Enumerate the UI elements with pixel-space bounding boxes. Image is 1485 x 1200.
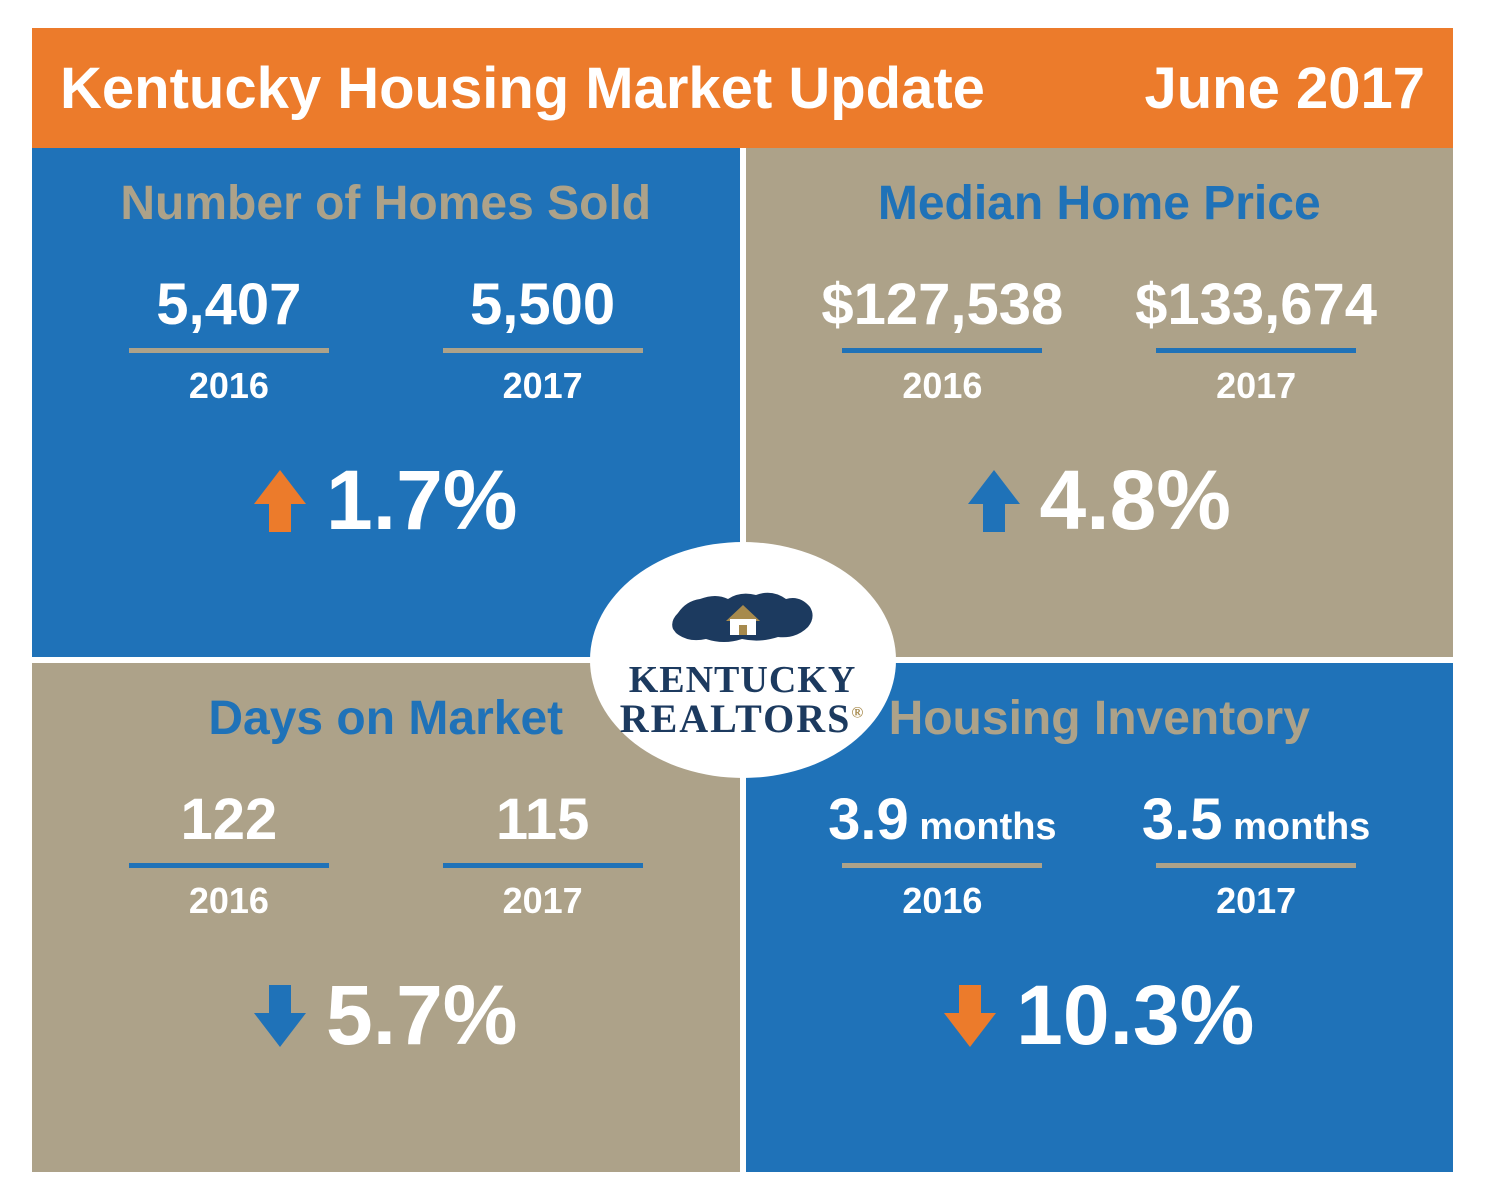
change-percent: 5.7% [326,967,517,1064]
stat: 122 2016 [109,786,349,922]
quad-title: Days on Market [208,691,563,746]
header-title: Kentucky Housing Market Update [60,55,985,122]
header-bar: Kentucky Housing Market Update June 2017 [32,28,1453,148]
stat: 115 2017 [423,786,663,922]
stat-year: 2017 [1216,365,1296,407]
badge-line1: KENTUCKY [620,661,866,699]
stat-value: 3.5 months [1142,786,1370,863]
stat-unit: months [909,806,1057,848]
stat-year: 2016 [902,880,982,922]
badge-text: KENTUCKY REALTORS® [620,661,866,739]
change-row: 1.7% [254,452,517,549]
stat: 5,500 2017 [423,271,663,407]
change-percent: 10.3% [1016,967,1254,1064]
stat-rule [129,863,329,868]
kentucky-state-icon [668,581,818,661]
stat: 3.9 months 2016 [822,786,1062,922]
stat-value: 115 [496,786,590,863]
stat-rule [443,348,643,353]
quad-title: Housing Inventory [889,691,1310,746]
stat-rule [842,863,1042,868]
stat-year: 2017 [503,880,583,922]
badge-line2: REALTORS® [620,699,866,739]
stat: 3.5 months 2017 [1136,786,1376,922]
stat: 5,407 2016 [109,271,349,407]
stat-pair: 122 2016 115 2017 [32,786,740,922]
stat-year: 2017 [503,365,583,407]
stat-rule [1156,348,1356,353]
stat-pair: 5,407 2016 5,500 2017 [32,271,740,407]
arrow-down-icon [254,985,306,1047]
stat-value: $133,674 [1135,271,1377,348]
infographic-frame: Kentucky Housing Market Update June 2017… [0,0,1485,1200]
stat-unit: months [1223,806,1371,848]
logo-badge: KENTUCKY REALTORS® [593,545,893,775]
stat-value: 122 [180,786,277,863]
stat-value: $127,538 [821,271,1063,348]
stat-year: 2017 [1216,880,1296,922]
stat-year: 2016 [189,365,269,407]
stat-value: 3.9 months [828,786,1056,863]
change-row: 4.8% [968,452,1231,549]
quad-title: Number of Homes Sold [120,176,651,231]
arrow-down-icon [944,985,996,1047]
stat-pair: 3.9 months 2016 3.5 months 2017 [746,786,1454,922]
change-row: 5.7% [254,967,517,1064]
quadrant-inventory: Housing Inventory 3.9 months 2016 3.5 month… [746,663,1454,1172]
stat-rule [1156,863,1356,868]
stat: $127,538 2016 [821,271,1063,407]
change-percent: 4.8% [1040,452,1231,549]
header-date: June 2017 [1144,55,1425,122]
stat-rule [129,348,329,353]
stat-rule [842,348,1042,353]
stat-value: 5,500 [470,271,615,348]
registered-mark: ® [851,705,865,722]
change-row: 10.3% [944,967,1254,1064]
infographic: Kentucky Housing Market Update June 2017… [32,28,1453,1172]
stat-pair: $127,538 2016 $133,674 2017 [746,271,1454,407]
arrow-up-icon [254,470,306,532]
quadrant-grid: Number of Homes Sold 5,407 2016 5,500 2017 1.… [32,148,1453,1172]
stat: $133,674 2017 [1135,271,1377,407]
change-percent: 1.7% [326,452,517,549]
quad-title: Median Home Price [878,176,1321,231]
stat-value: 5,407 [156,271,301,348]
arrow-up-icon [968,470,1020,532]
stat-rule [443,863,643,868]
stat-year: 2016 [902,365,982,407]
stat-year: 2016 [189,880,269,922]
